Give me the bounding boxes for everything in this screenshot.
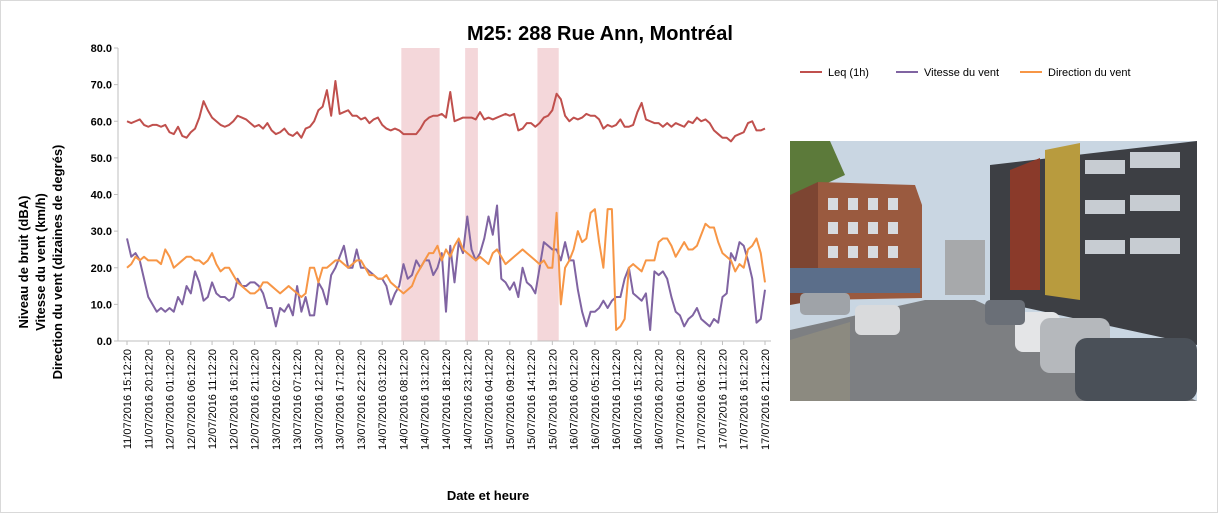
x-tick-label: 12/07/2016 06:12:20 bbox=[186, 349, 198, 450]
y-axis-title-line: Vitesse du vent (km/h) bbox=[33, 193, 48, 331]
street-photo bbox=[790, 141, 1197, 401]
y-tick-label: 60.0 bbox=[91, 116, 112, 128]
chart: M25: 288 Rue Ann, Montréal Date et heure… bbox=[0, 0, 1219, 514]
x-tick-label: 16/07/2016 20:12:20 bbox=[654, 349, 666, 450]
x-tick-label: 15/07/2016 19:12:20 bbox=[547, 349, 559, 450]
x-tick-label: 16/07/2016 15:12:20 bbox=[632, 349, 644, 450]
x-tick-label: 17/07/2016 16:12:20 bbox=[739, 349, 751, 450]
x-tick-label: 16/07/2016 05:12:20 bbox=[590, 349, 602, 450]
photo-red-facade bbox=[1010, 158, 1040, 290]
y-axis-title-line: Niveau de bruit (dBA) bbox=[16, 196, 31, 329]
highlight-band bbox=[465, 48, 478, 341]
x-tick-label: 13/07/2016 07:12:20 bbox=[292, 349, 304, 450]
y-tick-label: 80.0 bbox=[91, 43, 112, 55]
x-tick-label: 14/07/2016 13:12:20 bbox=[420, 349, 432, 450]
x-tick-label: 14/07/2016 23:12:20 bbox=[462, 349, 474, 450]
x-tick-label: 17/07/2016 06:12:20 bbox=[696, 349, 708, 450]
y-tick-label: 0.0 bbox=[97, 336, 112, 348]
x-tick-label: 13/07/2016 22:12:20 bbox=[356, 349, 368, 450]
x-tick-label: 17/07/2016 01:12:20 bbox=[675, 349, 687, 450]
x-tick-label: 16/07/2016 00:12:20 bbox=[569, 349, 581, 450]
legend-label: Direction du vent bbox=[1048, 67, 1131, 79]
x-tick-label: 12/07/2016 16:12:20 bbox=[228, 349, 240, 450]
x-tick-label: 17/07/2016 21:12:20 bbox=[760, 349, 772, 450]
y-tick-label: 40.0 bbox=[91, 190, 112, 202]
x-tick-label: 13/07/2016 02:12:20 bbox=[271, 349, 283, 450]
legend-label: Leq (1h) bbox=[828, 67, 869, 79]
x-tick-label: 12/07/2016 11:12:20 bbox=[207, 349, 219, 449]
y-axis-title-line: Direction du vent (dizaines de degrés) bbox=[50, 145, 65, 380]
x-tick-label: 11/07/2016 15:12:20 bbox=[122, 349, 134, 449]
x-tick-label: 13/07/2016 12:12:20 bbox=[313, 349, 325, 450]
y-tick-label: 50.0 bbox=[91, 153, 112, 165]
x-tick-label: 17/07/2016 11:12:20 bbox=[717, 349, 729, 449]
x-tick-label: 14/07/2016 18:12:20 bbox=[441, 349, 453, 450]
legend-label: Vitesse du vent bbox=[924, 67, 999, 79]
y-tick-label: 70.0 bbox=[91, 80, 112, 92]
legend: Leq (1h) Vitesse du vent Direction du vent bbox=[800, 67, 1131, 79]
highlight-band bbox=[537, 48, 558, 341]
x-tick-label: 15/07/2016 14:12:20 bbox=[526, 349, 538, 450]
photo-far-building bbox=[945, 240, 985, 295]
x-tick-label: 15/07/2016 09:12:20 bbox=[505, 349, 517, 450]
chart-title: M25: 288 Rue Ann, Montréal bbox=[467, 23, 733, 45]
photo-yellow-facade bbox=[1045, 143, 1080, 300]
y-tick-label: 20.0 bbox=[91, 263, 112, 275]
x-tick-label: 15/07/2016 04:12:20 bbox=[484, 349, 496, 450]
y-tick-label: 10.0 bbox=[91, 299, 112, 311]
y-tick-label: 30.0 bbox=[91, 226, 112, 238]
x-tick-label: 14/07/2016 03:12:20 bbox=[377, 349, 389, 450]
x-tick-label: 14/07/2016 08:12:20 bbox=[398, 349, 410, 450]
x-tick-label: 13/07/2016 17:12:20 bbox=[335, 349, 347, 450]
x-tick-label: 16/07/2016 10:12:20 bbox=[611, 349, 623, 450]
x-tick-label: 11/07/2016 20:12:20 bbox=[143, 349, 155, 449]
highlight-band bbox=[401, 48, 439, 341]
x-tick-label: 12/07/2016 21:12:20 bbox=[250, 349, 262, 450]
photo-mural bbox=[790, 268, 920, 293]
x-tick-label: 12/07/2016 01:12:20 bbox=[165, 349, 177, 450]
x-axis-title: Date et heure bbox=[447, 488, 529, 503]
